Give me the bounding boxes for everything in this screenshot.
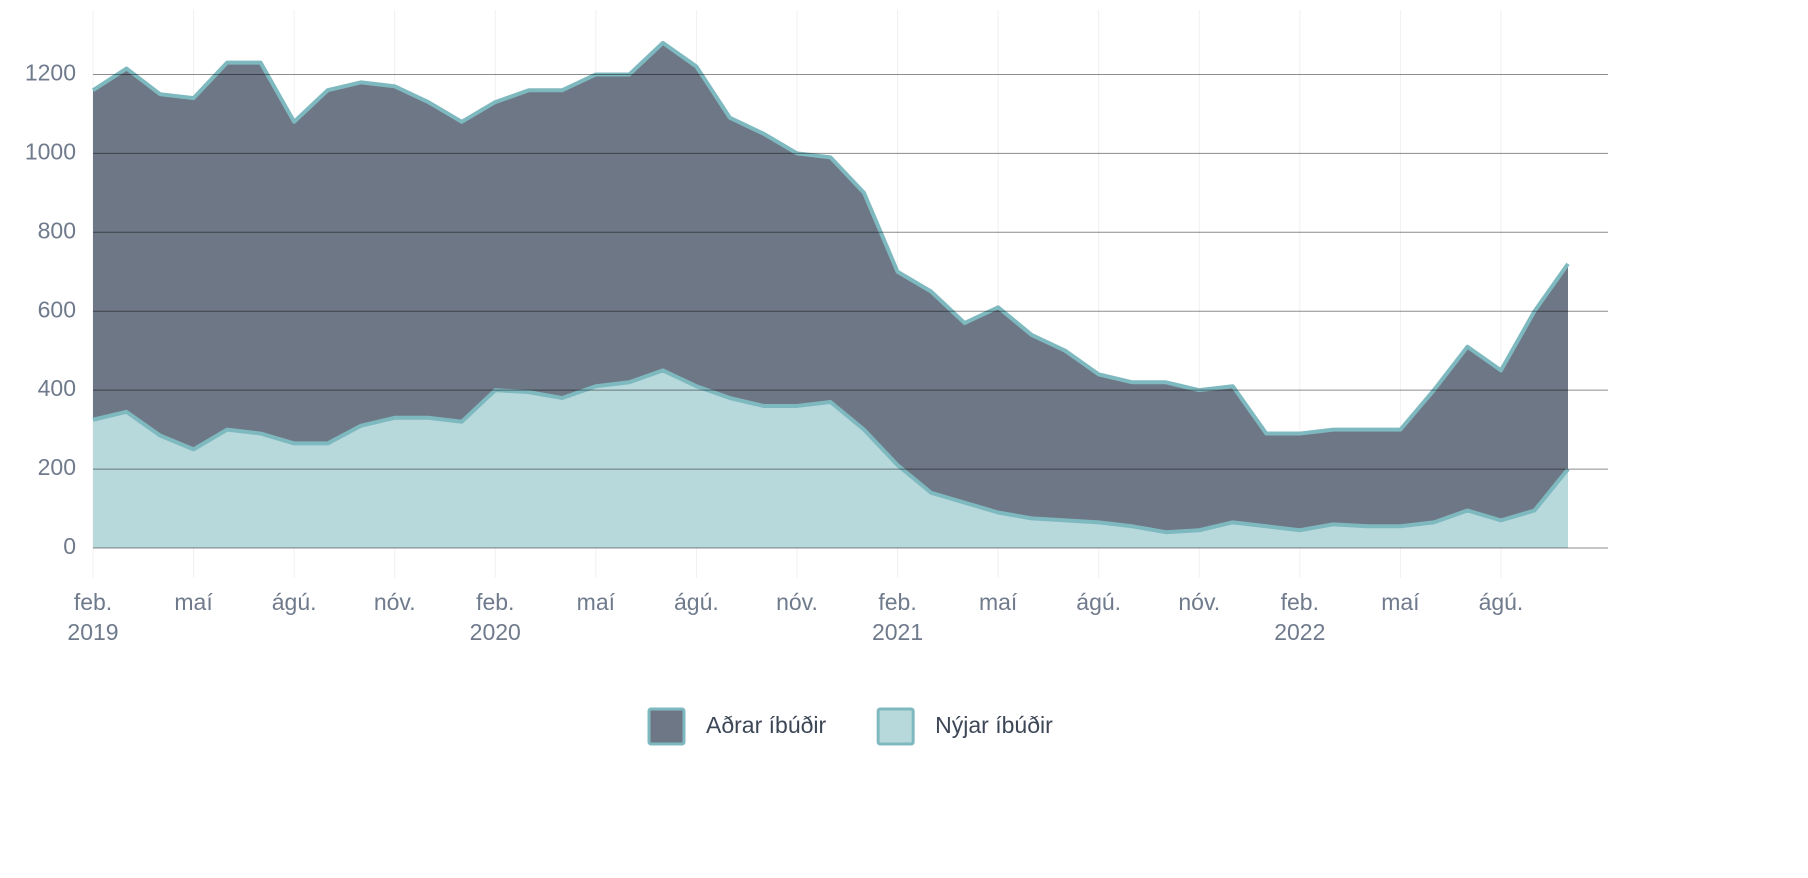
y-tick-label: 600 <box>38 296 76 322</box>
area-line <box>91 40 1570 436</box>
x-tick-label: maí <box>174 589 213 615</box>
x-tick-label: feb. 2020 <box>470 589 521 645</box>
area <box>93 370 1568 548</box>
y-tick-label: 1000 <box>25 138 76 164</box>
x-tick-label: feb. 2021 <box>872 589 923 645</box>
legend-swatch <box>876 707 915 746</box>
x-tick-label: maí <box>577 589 616 615</box>
x-tick-label: nóv. <box>1178 589 1220 615</box>
x-tick-label: ágú. <box>674 589 719 615</box>
x-tick-label: ágú. <box>1479 589 1524 615</box>
legend-label: Nýjar íbúðir <box>935 712 1053 738</box>
x-tick-label: nóv. <box>374 589 416 615</box>
y-tick-label: 800 <box>38 217 76 243</box>
x-tick-label: ágú. <box>272 589 317 615</box>
y-tick-label: 400 <box>38 375 76 401</box>
y-tick-label: 1200 <box>25 60 76 86</box>
x-tick-label: ágú. <box>1076 589 1121 615</box>
x-tick-label: maí <box>1381 589 1420 615</box>
y-tick-label: 200 <box>38 454 76 480</box>
area <box>93 42 1568 533</box>
x-tick-label: feb. 2022 <box>1274 589 1325 645</box>
x-tick-label: nóv. <box>776 589 818 615</box>
x-tick-label: feb. 2019 <box>67 589 118 645</box>
legend-swatch <box>647 707 686 746</box>
x-tick-label: maí <box>979 589 1018 615</box>
y-tick-label: 0 <box>63 533 76 559</box>
legend-label: Aðrar íbúðir <box>706 712 827 738</box>
area-line <box>92 368 1570 535</box>
